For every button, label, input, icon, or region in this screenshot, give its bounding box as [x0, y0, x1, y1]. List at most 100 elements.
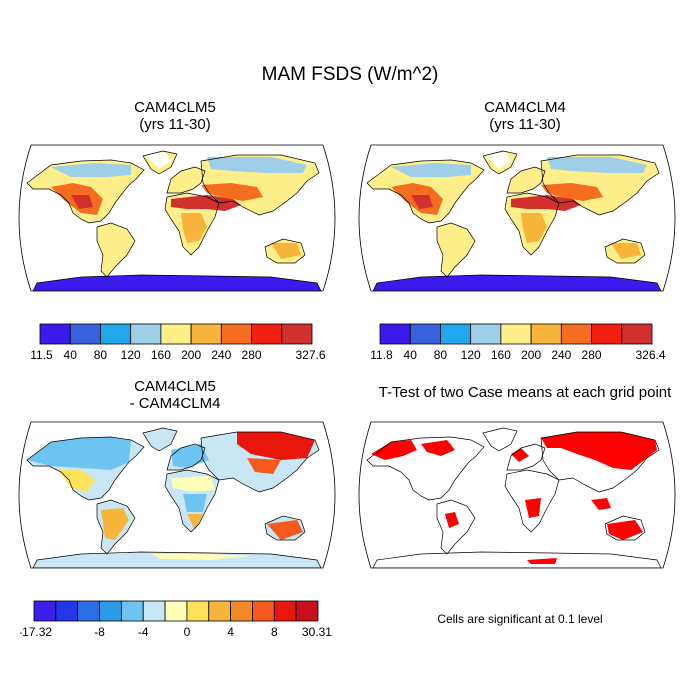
figure-title: MAM FSDS (W/m^2) — [261, 64, 439, 85]
field-greenland — [145, 152, 171, 169]
map-difference — [18, 421, 336, 569]
panel-title-line2: (yrs 11-30) — [139, 116, 211, 133]
field-australia — [271, 243, 301, 259]
colorbar-cam4clm4: 11.8 40 80 120 160 200 240 280 326.4 — [370, 323, 666, 362]
field-europe — [171, 444, 209, 468]
panel-title-line1: CAM4CLM5 — [134, 99, 216, 116]
colorbar-tick-label: -4 — [138, 625, 149, 639]
colorbar-swatch — [560, 323, 592, 345]
colorbar-tick-label: 40 — [404, 348, 418, 362]
colorbar-tick-label: 160 — [491, 348, 511, 362]
map-ttest — [358, 421, 676, 569]
colorbar-swatch — [500, 323, 532, 345]
colorbar-tick-label: 0 — [184, 625, 191, 639]
field-central-asia — [541, 183, 603, 201]
colorbar-tick-label: 40 — [64, 348, 78, 362]
colorbar-swatch — [120, 600, 144, 622]
field-siberia — [237, 432, 315, 460]
colorbar-swatch — [164, 600, 188, 622]
field-canada — [27, 437, 131, 470]
field-australia — [611, 243, 641, 259]
sig-siberia — [541, 432, 657, 470]
colorbar-cam4clm5: 11.5 40 80 120 160 200 240 280 327.6 — [30, 323, 326, 362]
colorbar-swatch — [69, 323, 101, 345]
colorbar-swatch — [130, 323, 162, 345]
sig-central-africa — [525, 498, 541, 518]
field-southern-africa — [187, 514, 203, 530]
sig-australia — [607, 520, 643, 540]
field-central-africa — [521, 213, 547, 243]
colorbar-swatch — [190, 323, 222, 345]
field-siberia — [207, 157, 307, 173]
colorbar-swatch — [142, 600, 166, 622]
colorbar-difference: -17.32 -8 -4 0 4 8 30.31 — [20, 600, 332, 639]
field-mexico — [71, 195, 93, 209]
field-us — [59, 470, 95, 492]
colorbar-swatch — [251, 323, 283, 345]
panel-title-line1: CAM4CLM5 — [134, 378, 216, 395]
colorbar-swatch — [208, 600, 232, 622]
field-south-america — [101, 508, 129, 540]
field-canada — [391, 163, 471, 177]
colorbar-tick-label: 240 — [551, 348, 571, 362]
field-antarctica-east — [151, 554, 251, 560]
colorbar-swatch — [379, 323, 411, 345]
colorbar-tick-label: 120 — [461, 348, 481, 362]
colorbar-tick-label: 200 — [181, 348, 201, 362]
colorbar-tick-label: 8 — [271, 625, 278, 639]
panel-title-line2: - CAM4CLM4 — [129, 395, 221, 412]
panel-title-cam4clm4: CAM4CLM4 (yrs 11-30) — [410, 99, 640, 133]
colorbar-tick-label: 80 — [94, 348, 108, 362]
field-mexico — [411, 195, 433, 209]
field-antarctica — [373, 275, 661, 291]
field-central-africa — [181, 213, 207, 243]
colorbar-tick-label: 326.4 — [635, 348, 665, 362]
colorbar-swatch — [530, 323, 562, 345]
colorbar-swatch — [281, 323, 313, 345]
colorbar-swatch — [295, 600, 319, 622]
colorbar-tick-label: 280 — [242, 348, 262, 362]
colorbar-tick-label: 240 — [211, 348, 231, 362]
field-sahara — [511, 195, 581, 211]
colorbar-tick-label: 160 — [151, 348, 171, 362]
ttest-note: Cells are significant at 0.1 level — [437, 612, 603, 626]
panel-title-difference: CAM4CLM5 - CAM4CLM4 — [60, 378, 290, 412]
map-cam4clm5 — [18, 144, 336, 292]
colorbar-tick-label: -8 — [94, 625, 105, 639]
colorbar-swatch — [591, 323, 623, 345]
colorbar-swatch — [77, 600, 100, 622]
sig-antarctica — [527, 558, 557, 564]
colorbar-swatch — [160, 323, 192, 345]
panel-title-cam4clm5: CAM4CLM5 (yrs 11-30) — [60, 99, 290, 133]
field-greenland — [485, 152, 511, 169]
colorbar-swatch — [230, 600, 253, 622]
field-australia — [267, 520, 303, 540]
field-east-asia — [247, 458, 281, 474]
sig-europe — [511, 448, 529, 462]
field-central-asia — [201, 183, 263, 201]
panel-title-ttest: T-Test of two Case means at each grid po… — [378, 384, 672, 401]
colorbar-swatch — [273, 600, 297, 622]
colorbar-tick-label: 200 — [521, 348, 541, 362]
colorbar-tick-label: -17.32 — [20, 625, 52, 639]
colorbar-tick-label: 280 — [582, 348, 602, 362]
colorbar-swatch — [440, 323, 472, 345]
sig-indonesia — [591, 498, 611, 510]
field-canada — [51, 163, 131, 177]
colorbar-swatch — [39, 323, 71, 345]
colorbar-tick-label: 327.6 — [295, 348, 325, 362]
field-siberia — [547, 157, 647, 173]
colorbar-tick-label: 4 — [227, 625, 234, 639]
colorbar-swatch — [99, 600, 122, 622]
colorbar-tick-label: 120 — [121, 348, 141, 362]
sig-alaska-canada — [371, 440, 417, 460]
sig-south-america — [445, 512, 459, 528]
panel-title-line2: (yrs 11-30) — [489, 116, 561, 133]
field-sahara — [171, 476, 215, 492]
colorbar-tick-label: 11.5 — [30, 348, 53, 362]
panel-title-line1: CAM4CLM4 — [484, 99, 566, 116]
colorbar-tick-label: 30.31 — [302, 625, 332, 639]
colorbar-swatch — [220, 323, 252, 345]
field-antarctica — [33, 275, 321, 291]
colorbar-swatch — [252, 600, 275, 622]
